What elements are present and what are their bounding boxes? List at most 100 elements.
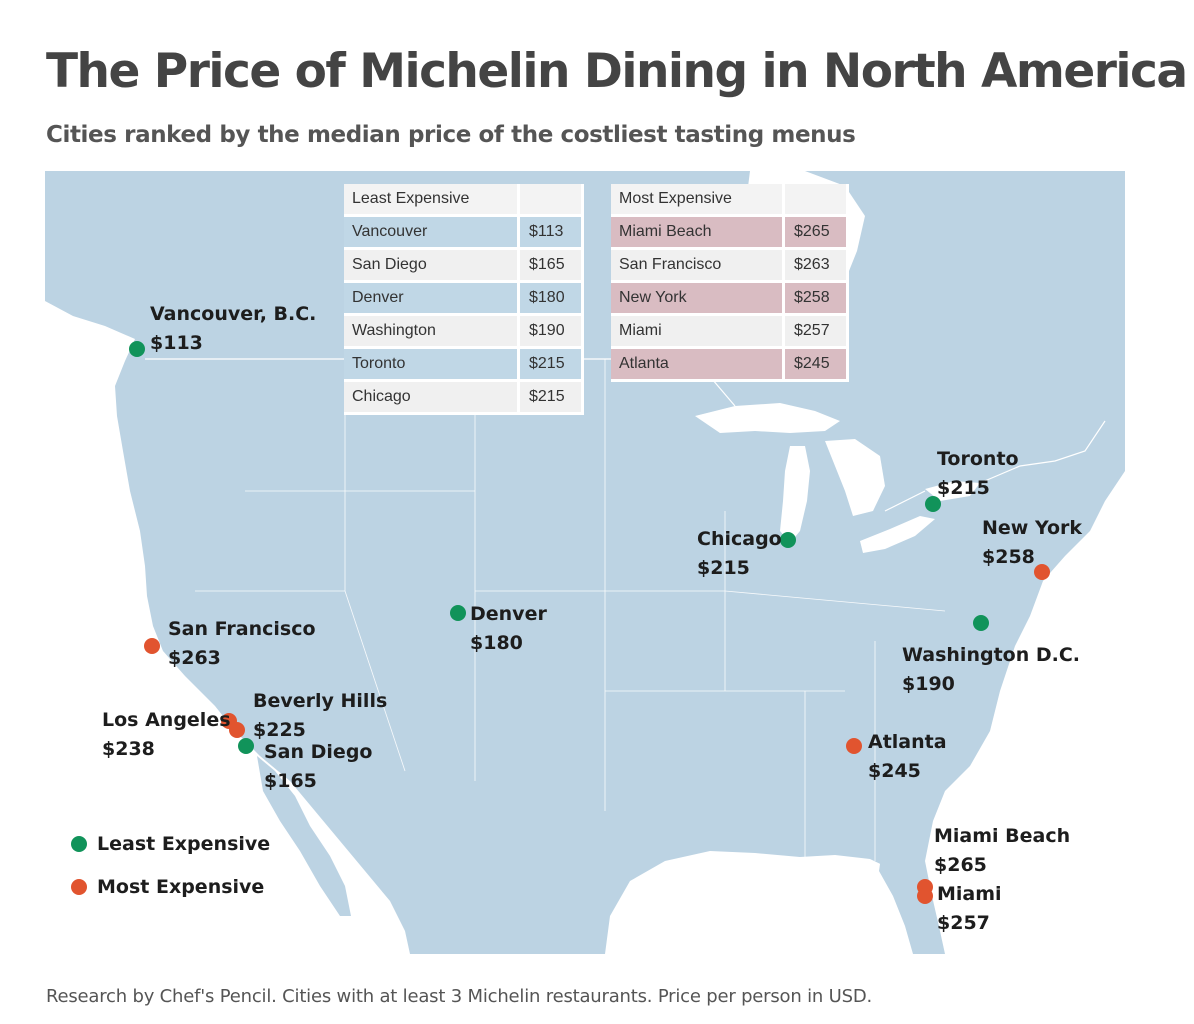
city-price: $165 (264, 770, 317, 792)
beverly-hills-marker[interactable] (229, 722, 245, 738)
table-city: Atlanta (611, 349, 785, 382)
lake-huron (825, 439, 885, 516)
city-name: Atlanta (868, 731, 947, 753)
pacific-ocean (45, 301, 410, 954)
city-name: Vancouver, B.C. (150, 303, 317, 325)
city-price: $180 (470, 632, 523, 654)
vancouver-marker[interactable] (129, 341, 145, 357)
san-diego-label: San Diego $165 (264, 738, 372, 796)
new-york-label: New York $258 (982, 514, 1082, 572)
san-francisco-label: San Francisco $263 (168, 615, 316, 673)
lake-michigan (780, 446, 810, 543)
lake-erie (860, 516, 935, 553)
least-table-header: Least Expensive (344, 184, 520, 217)
city-name: Los Angeles (102, 709, 231, 731)
table-row: Miami Beach $265 (611, 217, 849, 250)
most-expensive-table: Most Expensive Miami Beach $265 San Fran… (611, 184, 849, 382)
city-price: $238 (102, 738, 155, 760)
denver-label: Denver $180 (470, 600, 547, 658)
map-basemap (45, 171, 1125, 954)
table-row: Miami $257 (611, 316, 849, 349)
atlanta-marker[interactable] (846, 738, 862, 754)
city-price: $225 (253, 719, 306, 741)
toronto-marker[interactable] (925, 496, 941, 512)
city-name: Miami (937, 883, 1002, 905)
legend-least-dot (71, 836, 87, 852)
table-price: $257 (785, 316, 849, 349)
city-price: $215 (937, 477, 990, 499)
table-row: Vancouver $113 (344, 217, 584, 250)
source-footnote: Research by Chef's Pencil. Cities with a… (46, 986, 873, 1007)
chicago-label: Chicago $215 (697, 525, 782, 583)
city-price: $257 (937, 912, 990, 934)
table-city: Vancouver (344, 217, 520, 250)
denver-marker[interactable] (450, 605, 466, 621)
miami-label: Miami $257 (937, 880, 1002, 938)
table-price: $215 (520, 349, 584, 382)
table-city: Miami (611, 316, 785, 349)
table-price: $245 (785, 349, 849, 382)
table-price: $180 (520, 283, 584, 316)
table-city: Miami Beach (611, 217, 785, 250)
least-table-header-price (520, 184, 584, 217)
table-row: Denver $180 (344, 283, 584, 316)
city-price: $258 (982, 546, 1035, 568)
legend-most-dot (71, 879, 87, 895)
table-row: New York $258 (611, 283, 849, 316)
state-borders (195, 359, 946, 861)
table-city: Toronto (344, 349, 520, 382)
table-row: Chicago $215 (344, 382, 584, 415)
toronto-label: Toronto $215 (937, 445, 1019, 503)
city-price: $113 (150, 332, 203, 354)
table-city: New York (611, 283, 785, 316)
table-row: San Francisco $263 (611, 250, 849, 283)
washington-marker[interactable] (973, 615, 989, 631)
city-price: $263 (168, 647, 221, 669)
city-name: Miami Beach (934, 825, 1071, 847)
table-row: San Diego $165 (344, 250, 584, 283)
florida-peninsula (879, 857, 937, 954)
table-price: $165 (520, 250, 584, 283)
table-price: $263 (785, 250, 849, 283)
gulf-of-mexico (605, 851, 917, 954)
atlantic-ocean (925, 471, 1125, 954)
city-name: San Francisco (168, 618, 316, 640)
city-name: New York (982, 517, 1083, 539)
city-name: Toronto (937, 448, 1019, 470)
map-title: The Price of Michelin Dining in North Am… (46, 44, 1188, 99)
table-price: $258 (785, 283, 849, 316)
table-price: $113 (520, 217, 584, 250)
table-city: San Francisco (611, 250, 785, 283)
table-row: Atlanta $245 (611, 349, 849, 382)
city-name: Chicago (697, 528, 782, 550)
table-city: Washington (344, 316, 520, 349)
map-subtitle: Cities ranked by the median price of the… (46, 122, 856, 148)
table-price: $265 (785, 217, 849, 250)
table-city: San Diego (344, 250, 520, 283)
miami-marker[interactable] (917, 888, 933, 904)
north-america-map: Least Expensive Vancouver $113 San Diego… (45, 171, 1125, 954)
new-york-marker[interactable] (1034, 564, 1050, 580)
chicago-marker[interactable] (780, 532, 796, 548)
miami-beach-label: Miami Beach $265 (934, 822, 1070, 880)
lake-ontario (925, 481, 980, 501)
table-price: $215 (520, 382, 584, 415)
washington-label: Washington D.C. $190 (902, 641, 1080, 699)
lake-superior (695, 403, 840, 433)
city-price: $215 (697, 557, 750, 579)
table-price: $190 (520, 316, 584, 349)
san-francisco-marker[interactable] (144, 638, 160, 654)
baja-peninsula (257, 756, 351, 916)
atlanta-label: Atlanta $245 (868, 728, 947, 786)
city-name: Beverly Hills (253, 690, 388, 712)
table-row: Washington $190 (344, 316, 584, 349)
least-expensive-table: Least Expensive Vancouver $113 San Diego… (344, 184, 584, 415)
city-name: San Diego (264, 741, 373, 763)
city-name: Denver (470, 603, 547, 625)
most-table-header: Most Expensive (611, 184, 785, 217)
los-angeles-label: Los Angeles $238 (102, 706, 231, 764)
most-table-header-price (785, 184, 849, 217)
city-price: $190 (902, 673, 955, 695)
san-diego-marker[interactable] (238, 738, 254, 754)
vancouver-label: Vancouver, B.C. $113 (150, 300, 316, 358)
